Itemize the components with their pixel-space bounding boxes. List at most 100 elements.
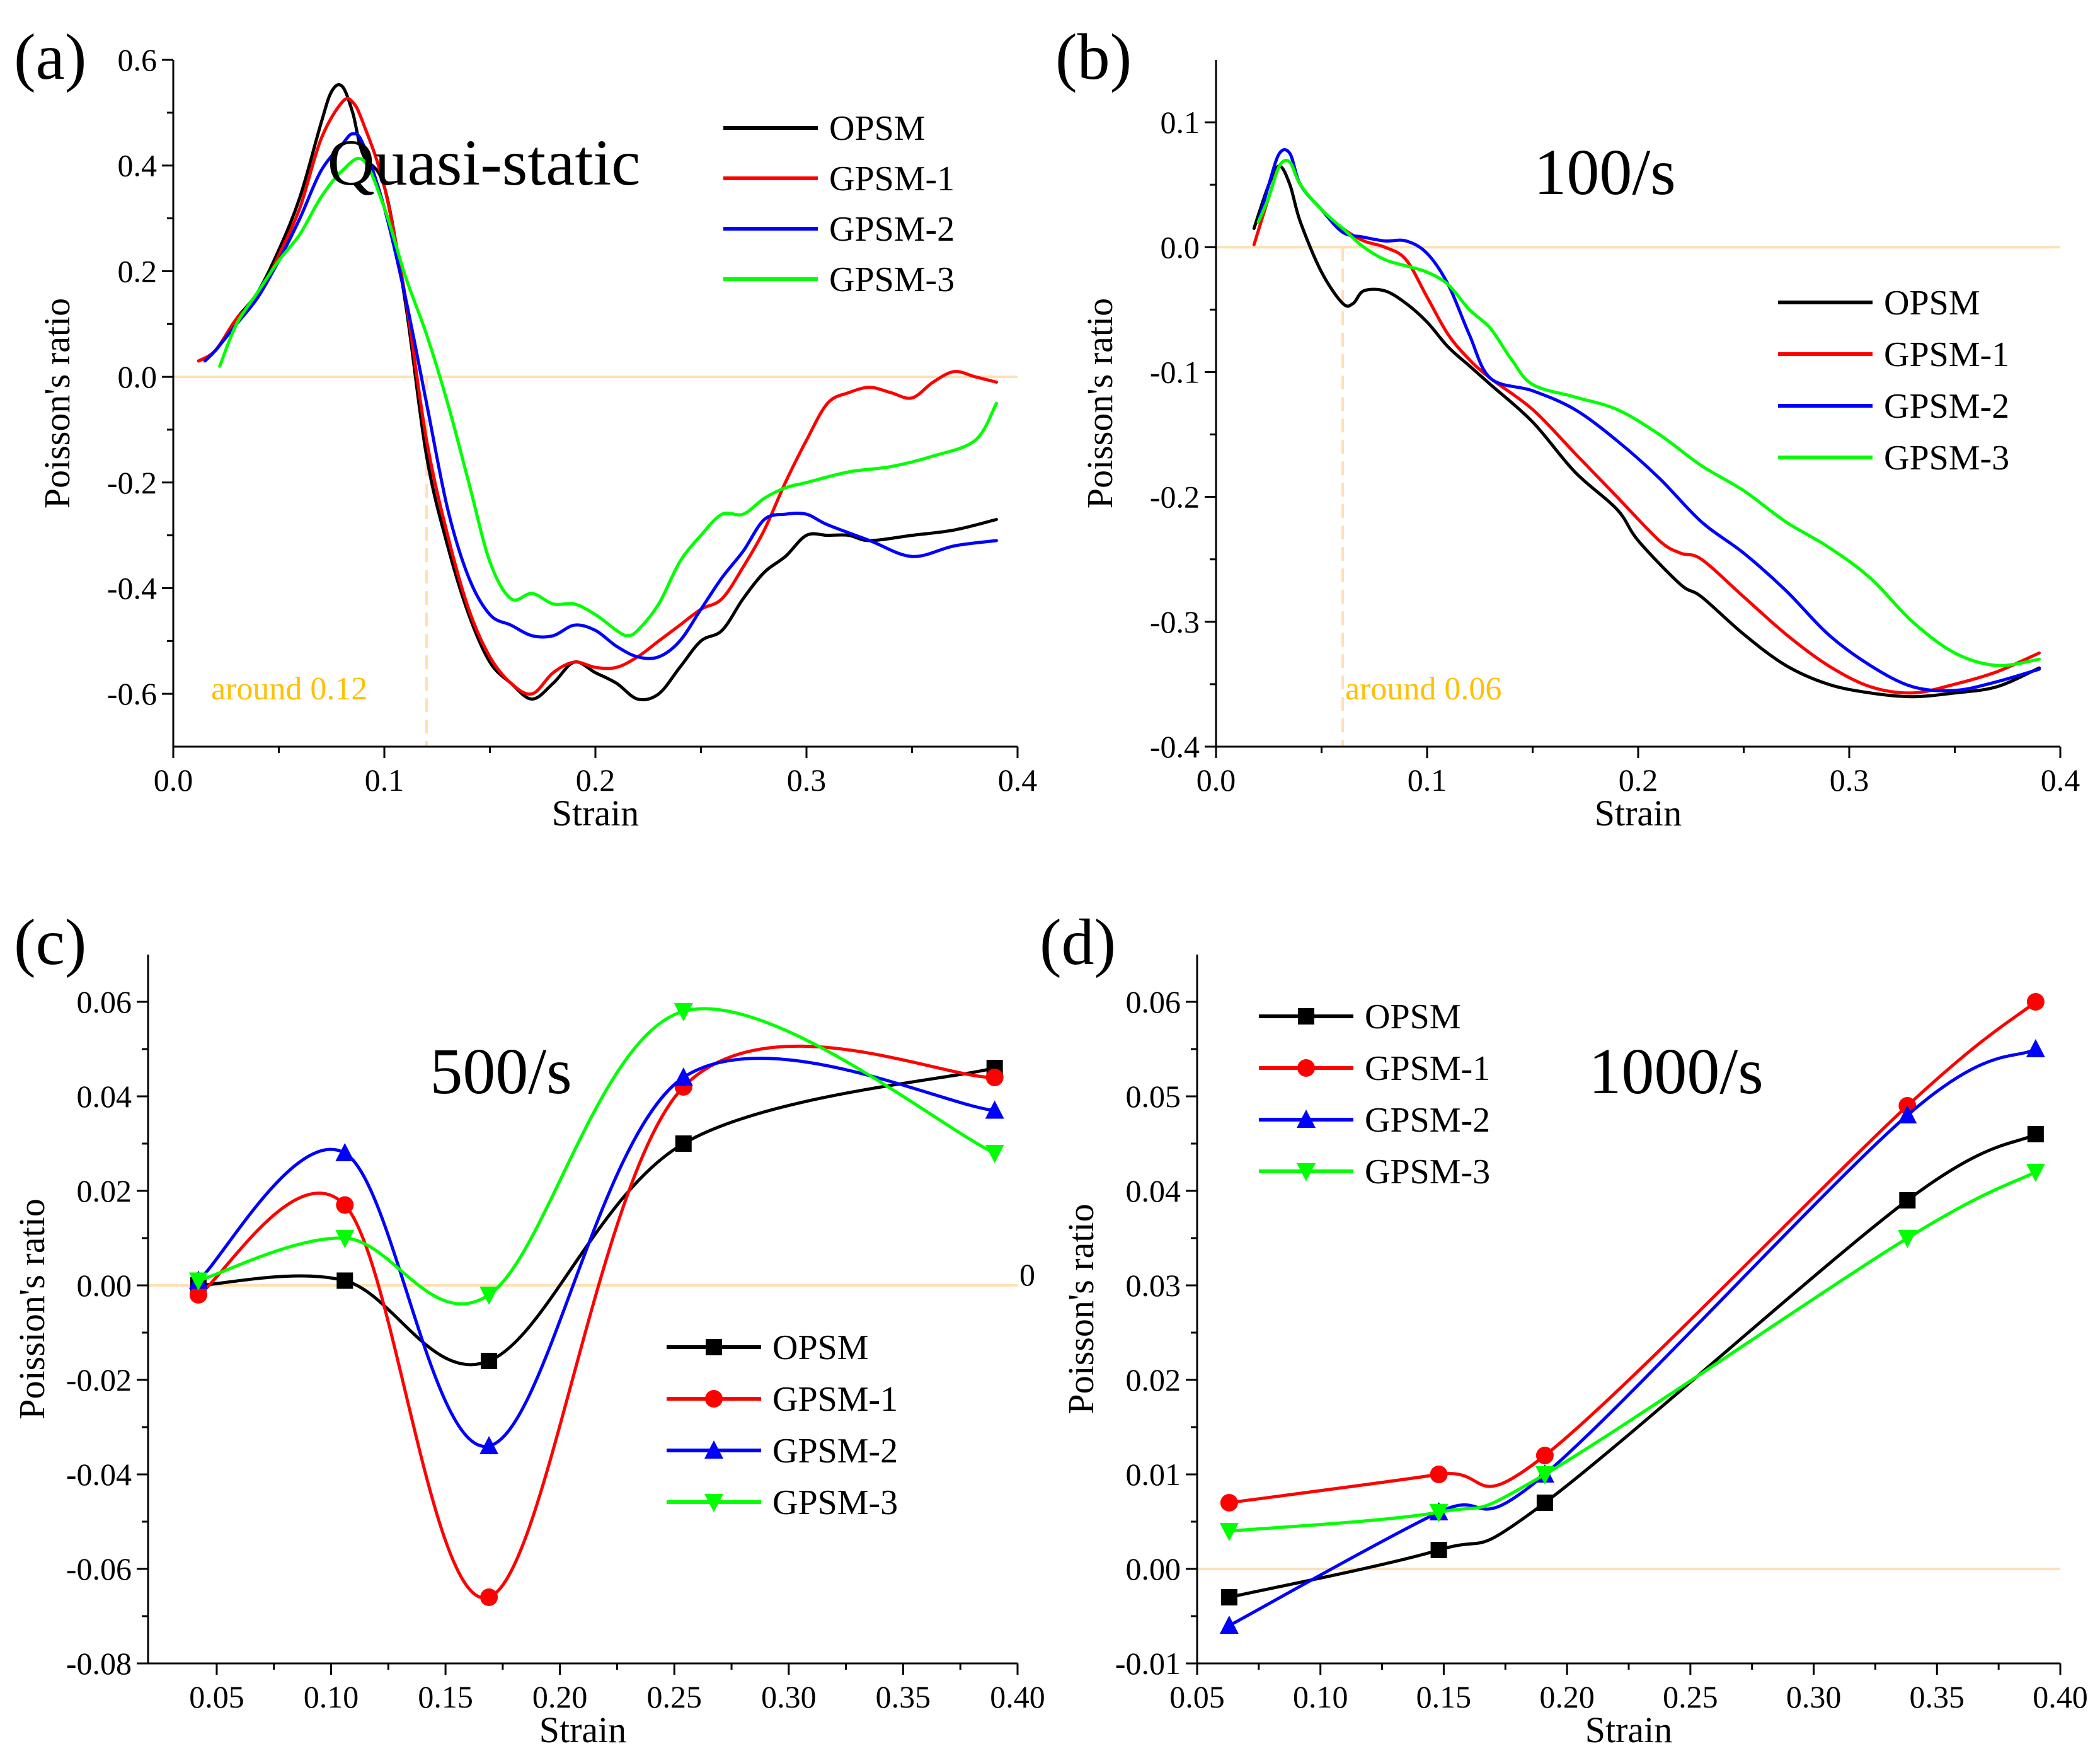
y-tick-label: 0.00	[77, 1268, 132, 1303]
legend-label-gpsm-2: GPSM-2	[829, 210, 955, 249]
x-tick-label: 0.05	[1169, 1679, 1225, 1714]
data-point-opsm-2	[1536, 1495, 1553, 1511]
data-point-opsm-4	[2027, 1126, 2044, 1142]
legend-label-gpsm-1: GPSM-1	[772, 1380, 898, 1419]
y-tick-label: 0.05	[1126, 1079, 1181, 1114]
data-point-gpsm-2-3	[674, 1067, 693, 1086]
x-tick-label: 0.05	[189, 1679, 244, 1714]
panel-letter: (a)	[14, 21, 86, 93]
series-line-gpsm-2	[197, 1057, 997, 1448]
legend-marker-gpsm-1	[1297, 1059, 1315, 1077]
legend-label-gpsm-2: GPSM-2	[1365, 1101, 1490, 1140]
series-line-gpsm-1	[197, 96, 998, 696]
data-point-gpsm-3-3	[674, 1003, 693, 1021]
y-tick-label: 0.02	[77, 1173, 132, 1208]
x-tick-label: 0.4	[998, 762, 1038, 798]
chart-title: 500/s	[430, 1035, 571, 1108]
y-tick-label: 0.1	[1161, 105, 1200, 140]
annotation-label: around 0.12	[211, 671, 367, 707]
x-tick-label: 0.30	[1786, 1679, 1842, 1714]
x-tick-label: 0.35	[876, 1679, 931, 1714]
data-point-gpsm-1-4	[2026, 993, 2045, 1011]
series-gpsm-3	[188, 1003, 1004, 1306]
panels: around 0.12 0.0 0.1 0.2 0.3 0.4 -0.6 -0.4 -0.2 0.…	[11, 21, 2088, 1750]
y-tick-label: 0.6	[118, 42, 158, 78]
legend: OPSM GPSM-1 GPSM-2 GPSM-3	[1259, 997, 1490, 1191]
x-tick-label: 0.20	[1539, 1679, 1595, 1714]
legend-label-gpsm-2: GPSM-2	[772, 1432, 898, 1471]
x-tick-label: 0.40	[2033, 1679, 2088, 1714]
x-tick-label: 0.20	[532, 1679, 588, 1714]
data-point-gpsm-1-0	[1220, 1494, 1238, 1512]
data-point-gpsm-2-2	[479, 1436, 499, 1454]
series-gpsm-3	[218, 156, 998, 638]
data-point-gpsm-3-0	[1219, 1523, 1239, 1541]
legend: OPSM GPSM-1 GPSM-2 GPSM-3	[723, 109, 955, 299]
y-tick-label: 0.04	[77, 1079, 132, 1114]
series-gpsm-1	[197, 96, 998, 696]
data-point-gpsm-3-4	[985, 1145, 1004, 1163]
series-gpsm-3	[1256, 159, 2041, 667]
series-line-gpsm-3	[1256, 159, 2041, 667]
series-line-gpsm-3	[1227, 1170, 2038, 1533]
data-point-gpsm-1-2	[480, 1588, 498, 1606]
x-tick-label: 0.4	[2041, 762, 2080, 798]
y-axis-title: Poisson's ratio	[1060, 1203, 1101, 1414]
series-opsm	[1252, 164, 2041, 699]
series-line-gpsm-2	[1227, 1047, 2038, 1628]
y-tick-label: -0.4	[1150, 729, 1200, 764]
legend-marker-gpsm-2	[1297, 1110, 1316, 1128]
x-tick-label: 0.25	[1663, 1679, 1718, 1714]
y-tick-label: -0.2	[107, 465, 157, 500]
annotation-label: around 0.06	[1345, 671, 1501, 707]
series-line-opsm	[197, 1066, 997, 1367]
series-line-gpsm-3	[218, 156, 998, 638]
y-tick-label: -0.4	[107, 570, 157, 606]
data-point-gpsm-1-4	[985, 1069, 1004, 1086]
x-tick-label: 0.0	[1196, 762, 1236, 798]
data-point-gpsm-2-0	[1219, 1616, 1239, 1634]
chart-title: Quasi-static	[328, 127, 641, 199]
series-opsm	[1220, 1126, 2044, 1605]
data-point-gpsm-3-1	[335, 1230, 355, 1248]
data-point-opsm-1	[336, 1272, 353, 1289]
x-axis-title: Strain	[552, 793, 640, 834]
legend-label-opsm: OPSM	[829, 109, 926, 148]
legend-label-gpsm-1: GPSM-1	[829, 159, 955, 198]
data-point-gpsm-3-2	[479, 1287, 499, 1305]
x-tick-label: 0.25	[647, 1679, 703, 1714]
y-tick-label: 0.00	[1126, 1551, 1181, 1587]
legend-label-gpsm-1: GPSM-1	[1884, 335, 2009, 374]
legend-marker-gpsm-1	[705, 1390, 723, 1408]
x-tick-label: 0.10	[1293, 1679, 1348, 1714]
series-gpsm-1	[189, 1044, 1004, 1606]
legend-label-gpsm-3: GPSM-3	[1884, 439, 2009, 478]
y-tick-label: 0.0	[1161, 229, 1200, 265]
legend-marker-gpsm-2	[704, 1440, 723, 1459]
legend-label-opsm: OPSM	[1365, 997, 1461, 1036]
legend-marker-gpsm-3	[704, 1494, 723, 1512]
legend-label-opsm: OPSM	[772, 1328, 869, 1367]
y-tick-label: -0.04	[66, 1457, 132, 1492]
y-tick-label: 0.02	[1126, 1362, 1181, 1398]
y-tick-label: 0.04	[1126, 1173, 1181, 1208]
x-tick-label: 0.1	[365, 762, 405, 798]
legend-label-gpsm-1: GPSM-1	[1365, 1049, 1490, 1088]
y-tick-label: -0.02	[66, 1362, 132, 1398]
data-point-gpsm-3-0	[188, 1272, 208, 1291]
y-tick-label: 0.4	[118, 148, 158, 183]
x-tick-label: 0.2	[1619, 762, 1658, 798]
panel-letter: (d)	[1040, 906, 1116, 979]
x-tick-label: 0.3	[787, 762, 827, 798]
series-line-gpsm-2	[203, 132, 998, 660]
series-line-gpsm-1	[197, 1044, 997, 1600]
x-tick-label: 0.15	[1416, 1679, 1472, 1714]
series-line-opsm	[1252, 164, 2041, 699]
chart-panel-b: around 0.06 0.0 0.1 0.2 0.3 0.4 -0.4 -0.3 -0.2 -0…	[1055, 21, 2080, 834]
legend: OPSM GPSM-1 GPSM-2 GPSM-3	[667, 1328, 898, 1522]
series-line-opsm	[1227, 1132, 2038, 1599]
data-point-gpsm-3-3	[1898, 1230, 1917, 1248]
y-tick-label: -0.06	[66, 1551, 132, 1587]
